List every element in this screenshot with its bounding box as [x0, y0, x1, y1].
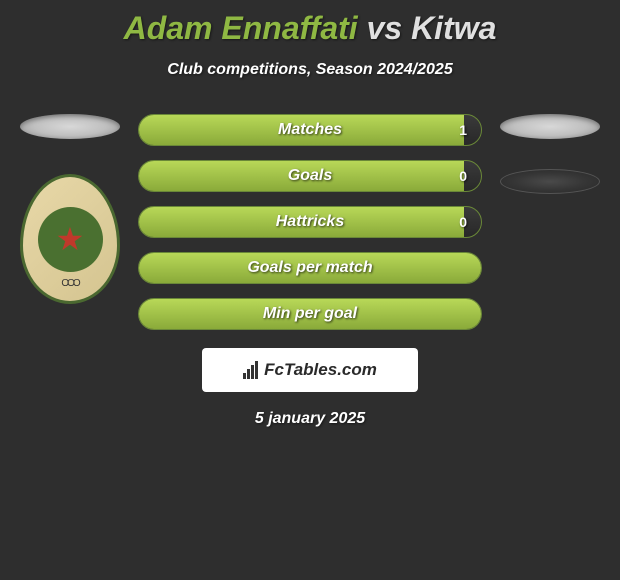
- right-column: [490, 114, 610, 194]
- subtitle: Club competitions, Season 2024/2025: [0, 61, 620, 79]
- stat-label: Goals: [288, 167, 332, 185]
- stat-label: Hattricks: [276, 213, 344, 231]
- content-row: ★ OOO Matches 1 Goals 0 Hattricks 0 Goal…: [0, 114, 620, 330]
- stat-value: 1: [459, 122, 467, 138]
- stat-bar-goals: Goals 0: [138, 160, 482, 192]
- stat-label: Goals per match: [247, 259, 372, 277]
- player1-placeholder-ellipse: [20, 114, 120, 139]
- vs-text: vs: [367, 10, 403, 46]
- stat-bar-goals-per-match: Goals per match: [138, 252, 482, 284]
- stats-column: Matches 1 Goals 0 Hattricks 0 Goals per …: [130, 114, 490, 330]
- stat-bar-min-per-goal: Min per goal: [138, 298, 482, 330]
- player1-club-crest: ★ OOO: [20, 174, 120, 304]
- stat-label: Min per goal: [263, 305, 357, 323]
- player2-placeholder-ellipse: [500, 114, 600, 139]
- left-column: ★ OOO: [10, 114, 130, 304]
- stat-bar-matches: Matches 1: [138, 114, 482, 146]
- source-badge: FcTables.com: [202, 348, 418, 392]
- stat-bar-hattricks: Hattricks 0: [138, 206, 482, 238]
- player1-name: Adam Ennaffati: [124, 10, 358, 46]
- player2-club-placeholder-ellipse: [500, 169, 600, 194]
- star-icon: ★: [56, 220, 85, 258]
- player2-name: Kitwa: [411, 10, 496, 46]
- stat-value: 0: [459, 168, 467, 184]
- chart-icon: [243, 361, 258, 379]
- page-title: Adam Ennaffati vs Kitwa: [0, 0, 620, 47]
- date-label: 5 january 2025: [0, 410, 620, 428]
- rings-icon: OOO: [61, 278, 78, 289]
- stat-value: 0: [459, 214, 467, 230]
- badge-text: FcTables.com: [264, 360, 377, 380]
- stat-label: Matches: [278, 121, 342, 139]
